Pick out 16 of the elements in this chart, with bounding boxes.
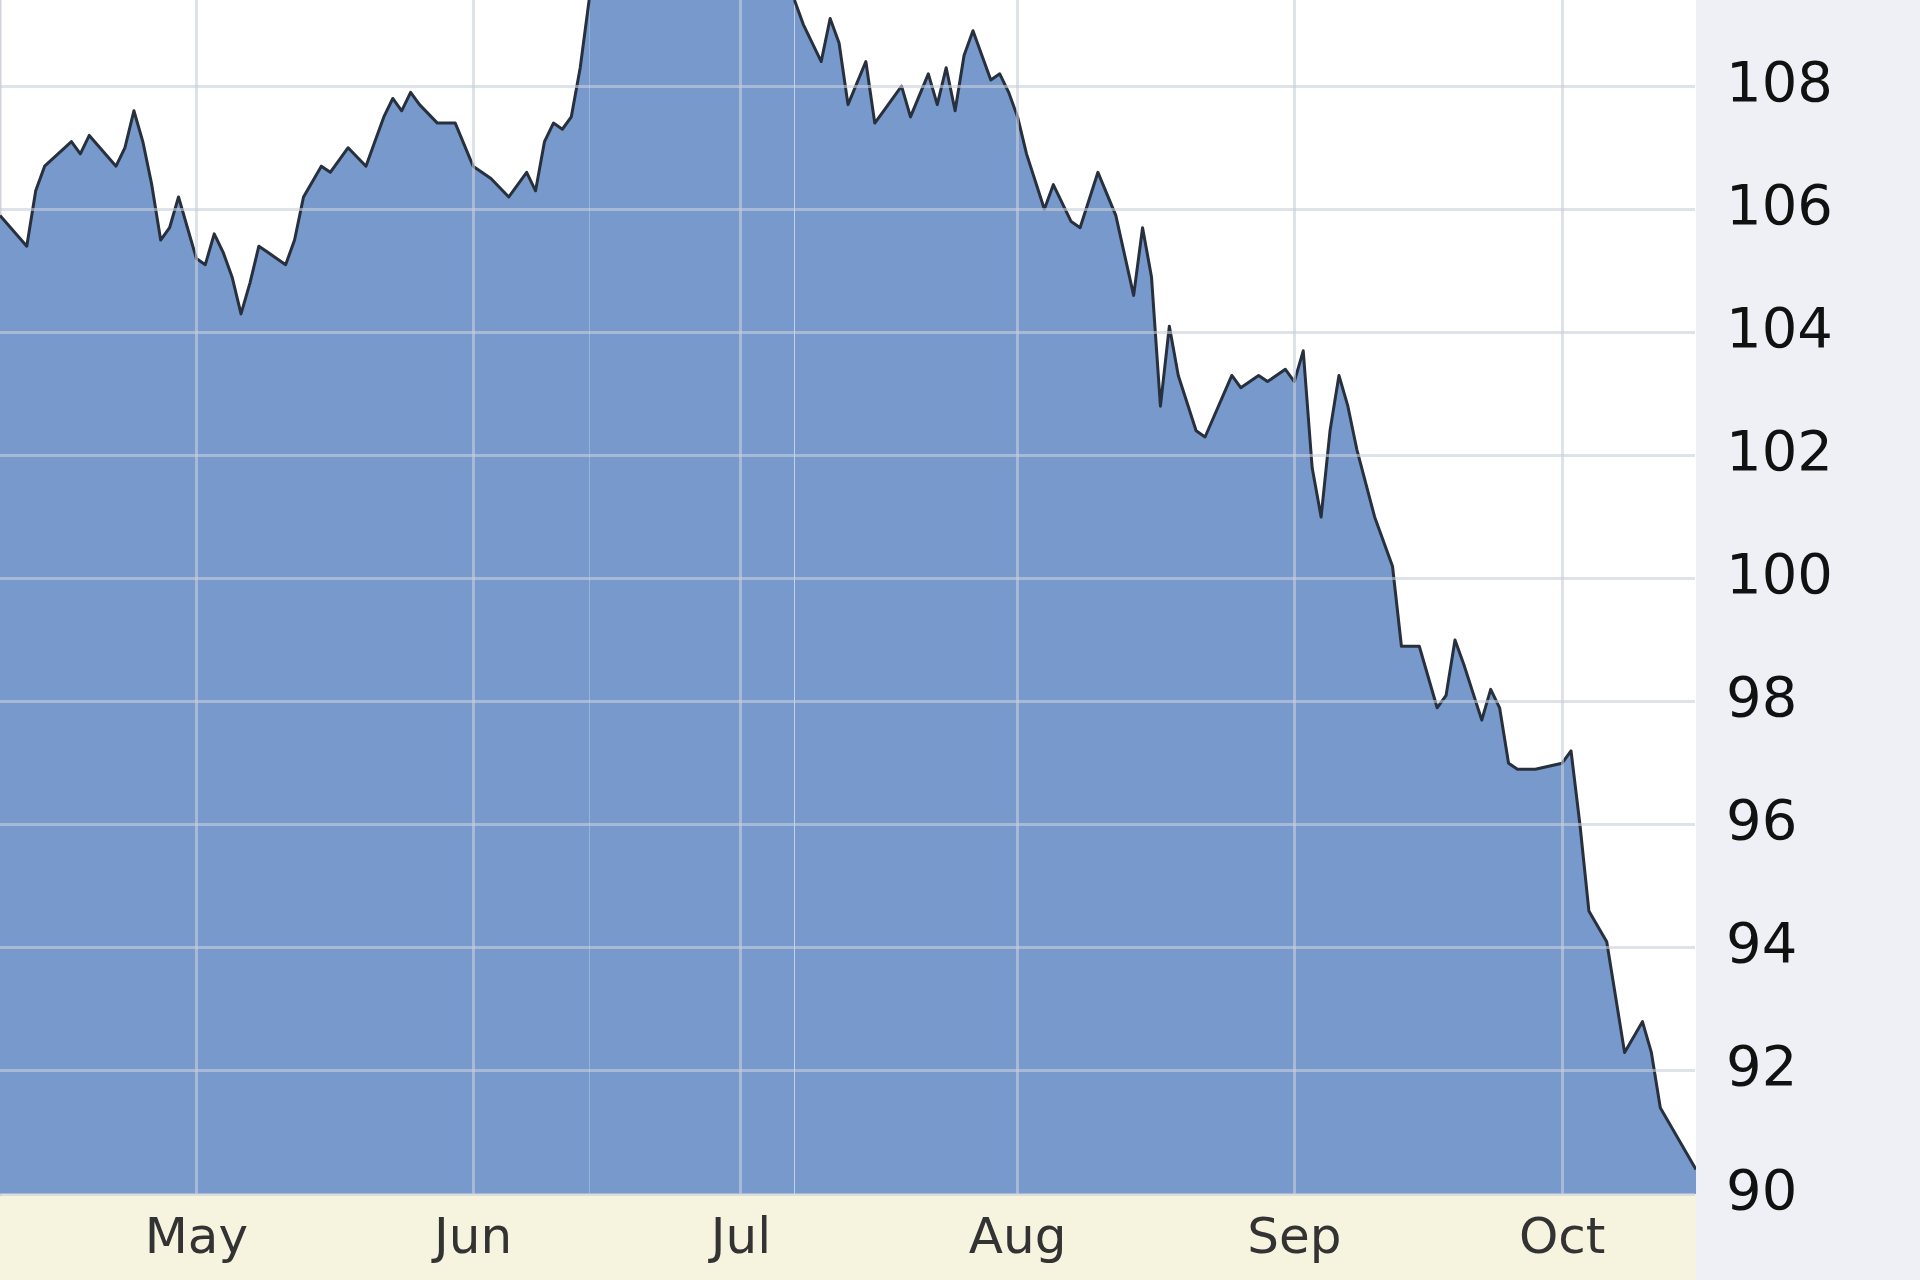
x-tick-label: Jun	[431, 1206, 513, 1265]
y-tick-label: 102	[1726, 417, 1833, 483]
y-tick-label: 104	[1726, 294, 1833, 360]
y-tick-label: 100	[1726, 541, 1833, 607]
x-tick-label: Aug	[968, 1206, 1067, 1265]
y-tick-label: 94	[1726, 910, 1798, 976]
x-tick-label: Jul	[707, 1206, 772, 1265]
y-tick-label: 92	[1726, 1033, 1798, 1099]
y-tick-label: 96	[1726, 787, 1798, 853]
y-tick-label: 90	[1726, 1156, 1798, 1222]
x-tick-label: Oct	[1518, 1206, 1606, 1265]
x-tick-label: May	[144, 1206, 249, 1265]
y-tick-label: 106	[1726, 171, 1833, 237]
y-tick-label: 108	[1726, 48, 1833, 114]
x-tick-label: Sep	[1247, 1206, 1342, 1265]
y-tick-label: 98	[1726, 664, 1798, 730]
